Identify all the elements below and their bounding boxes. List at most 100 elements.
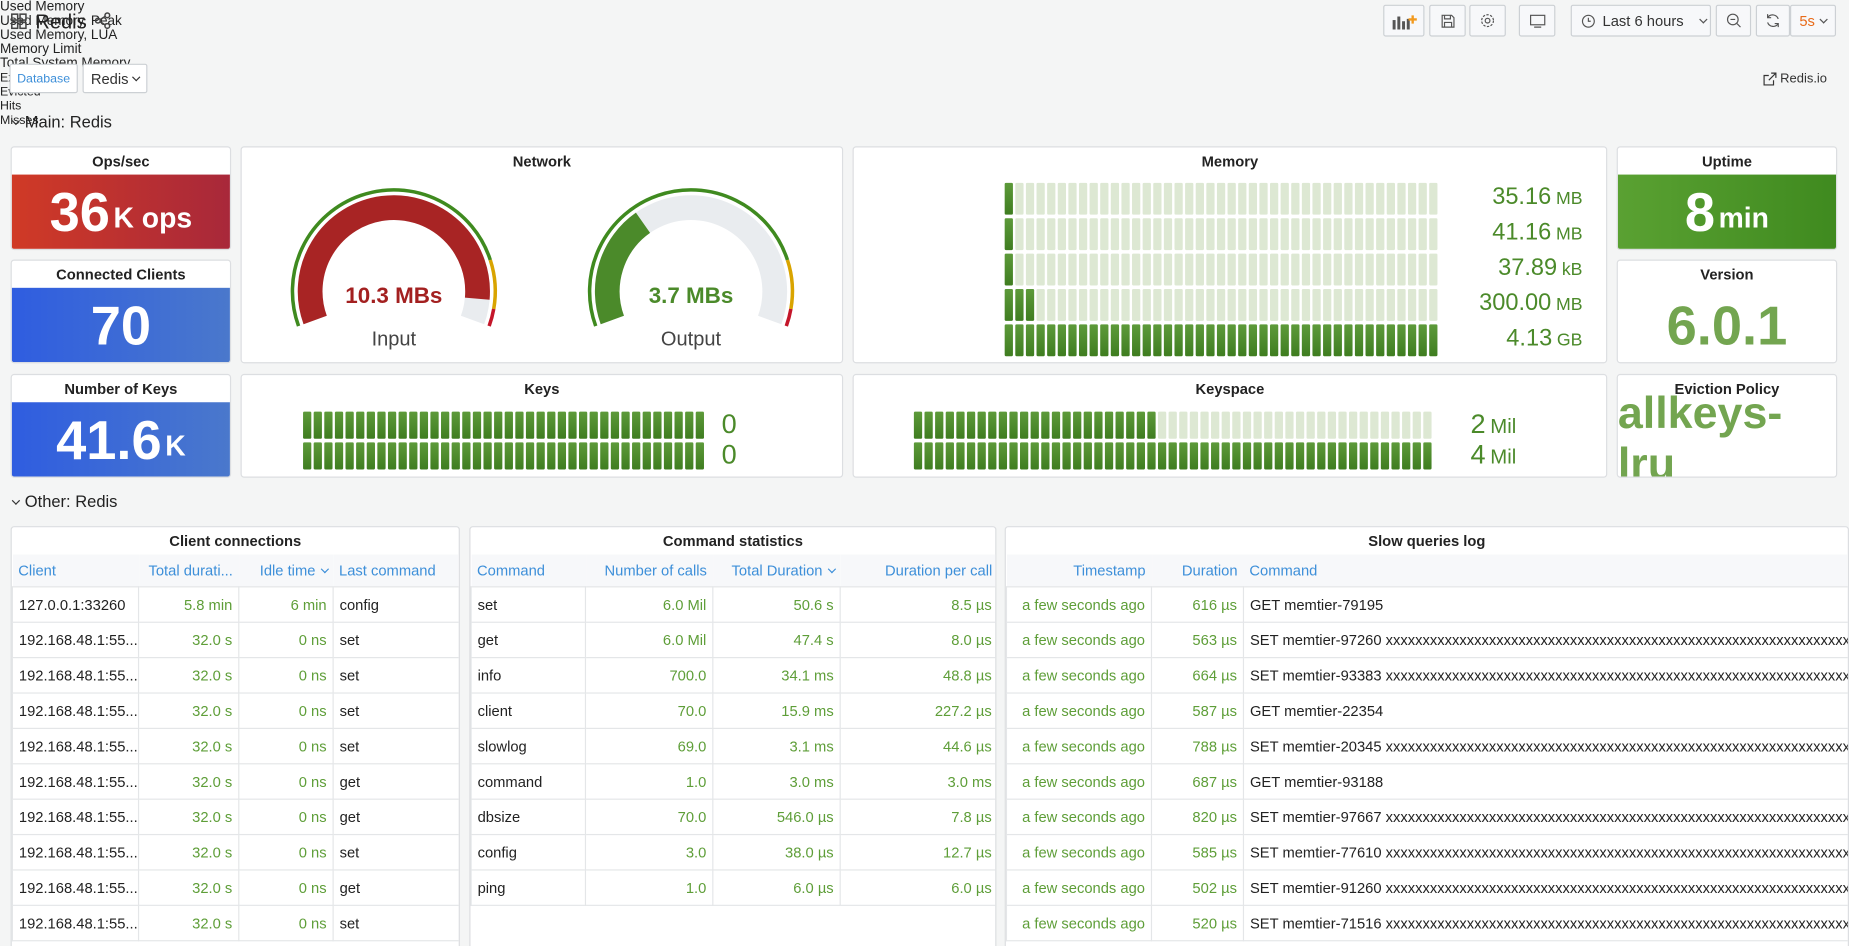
column-header[interactable]: Client (12, 554, 139, 587)
column-header[interactable]: Duration per call (840, 554, 996, 587)
header-row: Client Total durati... Idle time Last comma… (12, 554, 459, 587)
bar-cell (345, 411, 354, 439)
bar-cell (1227, 217, 1236, 250)
column-header[interactable]: Number of calls (585, 554, 713, 587)
bar-cell (924, 411, 933, 439)
table-cell: 8.0 µs (839, 621, 996, 659)
bar-cell (1036, 182, 1045, 215)
add-panel-button[interactable] (1383, 4, 1425, 37)
row-header[interactable]: Main: Redis (11, 112, 112, 131)
bar-cell (1132, 182, 1141, 215)
bar-cell (1020, 441, 1029, 469)
refresh-button[interactable] (1755, 4, 1791, 37)
bar-cell (1216, 217, 1226, 250)
table-cell: get (332, 763, 459, 800)
bar-cell (1376, 288, 1385, 321)
table-cell: 0 ns (238, 833, 334, 871)
external-link[interactable]: Redis.io (1755, 63, 1834, 94)
column-header[interactable]: Command (1243, 554, 1848, 587)
bar-cell (1147, 411, 1156, 439)
column-header[interactable]: Command (471, 554, 586, 587)
header-text: Total durati... (148, 562, 233, 579)
header-text: Total Duration (731, 562, 823, 579)
row-title: Other: Redis (24, 491, 118, 511)
bar-cell (1323, 323, 1332, 356)
stat-unit: K (165, 429, 186, 462)
table-cell: 32.0 s (137, 727, 240, 765)
bar-cell (568, 441, 577, 469)
bar-label: Used Memory, LUA (0, 28, 118, 43)
table-cell: 32.0 s (137, 657, 240, 694)
bar-cell (441, 411, 450, 439)
column-header[interactable]: Idle time (238, 554, 334, 587)
bar-cell (1083, 411, 1092, 439)
table-row: client 70.0 15.9 ms 227.2 µs (470, 692, 996, 729)
tag-link[interactable]: Database (9, 63, 78, 94)
table-cell: 192.168.48.1:55... (11, 692, 140, 729)
column-header[interactable]: Timestamp (1006, 554, 1152, 587)
bar-cell (945, 441, 954, 469)
bar-label: Total System Memory (0, 57, 1849, 71)
row-header[interactable]: Other: Redis (11, 491, 118, 511)
bar-cell (1211, 411, 1220, 439)
bar-cell (1216, 288, 1226, 321)
bar-cell (600, 441, 609, 469)
bar-cell (1349, 411, 1358, 439)
sort-icon (320, 564, 329, 573)
bar-cell (1025, 253, 1035, 285)
bar-cell (398, 441, 407, 469)
table-row: get 6.0 Mil 47.4 s 8.0 µs (470, 621, 996, 659)
bar-value: 35.16 MB (1492, 184, 1582, 211)
bar-cell (998, 441, 1008, 469)
bar-cell (1206, 288, 1215, 321)
bar-cell (1047, 288, 1056, 321)
value: 35.16 (1492, 183, 1552, 210)
apps-icon[interactable] (11, 13, 28, 30)
column-header[interactable]: Duration (1151, 554, 1244, 587)
header-text: Client (18, 562, 56, 579)
bar-cell (345, 441, 354, 469)
share-icon[interactable] (94, 12, 112, 30)
bar-cell (1195, 288, 1204, 321)
unit: MB (1555, 223, 1583, 244)
settings-button[interactable] (1469, 4, 1506, 37)
bar-cell (557, 441, 567, 469)
save-button[interactable] (1429, 4, 1466, 37)
zoom-out-button[interactable] (1715, 4, 1752, 37)
column-header[interactable]: Last command (333, 554, 459, 587)
table-cell: config (332, 586, 459, 623)
bar-cell (1142, 217, 1151, 250)
bar-label: Used Memory, Peak (0, 14, 122, 29)
bar-cell (1025, 288, 1035, 321)
bar-cell (1089, 288, 1098, 321)
table-cell: 192.168.48.1:55... (11, 727, 140, 765)
bar-cell (462, 411, 471, 439)
bar-cell (1248, 323, 1258, 356)
table-cell: 5.8 min (137, 586, 240, 623)
tv-mode-button[interactable] (1518, 4, 1556, 37)
panel-title: Uptime (1701, 153, 1752, 170)
panel-title: Client connections (169, 533, 302, 550)
bar-cell (1344, 182, 1353, 215)
table-cell: set (332, 657, 459, 694)
bar-cell (1206, 253, 1215, 285)
bar-cell (1338, 441, 1347, 469)
bar-cell (525, 411, 535, 439)
column-header[interactable]: Total durati... (138, 554, 239, 587)
bar-cell (1397, 323, 1406, 356)
bar-cell (1189, 441, 1199, 469)
bar-cell (1274, 411, 1283, 439)
bar-cell (1036, 288, 1045, 321)
time-picker[interactable]: Last 6 hours (1570, 4, 1712, 37)
dashboard-title[interactable]: Redis (35, 10, 87, 34)
column-header[interactable]: Total Duration (712, 554, 841, 587)
stat-panel: Connected Clients 70 (10, 259, 232, 364)
bar-cell (1126, 441, 1135, 469)
bar-cell (589, 441, 598, 469)
dashboard-dropdown[interactable]: Redis (82, 63, 148, 94)
bar-cell (1185, 217, 1194, 250)
refresh-interval[interactable]: 5s (1790, 4, 1837, 37)
table-cell: 38.0 µs (712, 833, 841, 871)
bar-cell (1359, 441, 1368, 469)
